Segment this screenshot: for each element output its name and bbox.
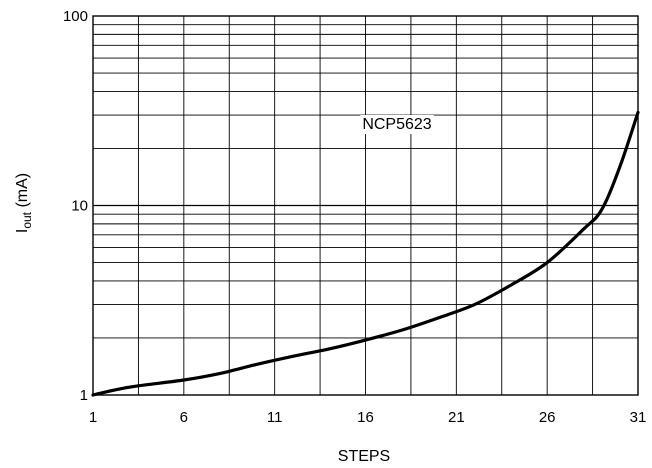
y-axis-title-unit: (mA)	[14, 173, 31, 212]
x-tick-labels: 1 6 11 16 21 26 31	[89, 409, 647, 426]
series-line-ncp5623	[91, 110, 640, 397]
x-tick-label: 6	[180, 409, 188, 426]
x-tick-label: 26	[539, 409, 556, 426]
series-group	[91, 110, 640, 397]
series-annotation-label: NCP5623	[362, 116, 431, 133]
grid-lines	[93, 16, 638, 395]
y-tick-label: 100	[63, 8, 88, 25]
x-tick-label: 21	[448, 409, 465, 426]
annotation-background	[360, 115, 434, 134]
y-axis-title-main: I	[14, 229, 31, 233]
y-tick-labels: 1 10 100	[63, 8, 88, 404]
x-axis-title: STEPS	[338, 448, 390, 465]
y-tick-label: 1	[80, 387, 88, 404]
x-tick-label: 1	[89, 409, 97, 426]
plot-frame	[92, 15, 639, 396]
annotation-group: NCP5623	[360, 115, 434, 134]
x-tick-label: 11	[267, 409, 283, 426]
x-tick-label: 16	[357, 409, 374, 426]
y-axis-title: Iout (mA)	[14, 173, 34, 233]
y-axis-title-subscript: out	[20, 211, 34, 228]
x-tick-label: 31	[630, 409, 647, 426]
y-tick-label: 10	[71, 198, 88, 215]
